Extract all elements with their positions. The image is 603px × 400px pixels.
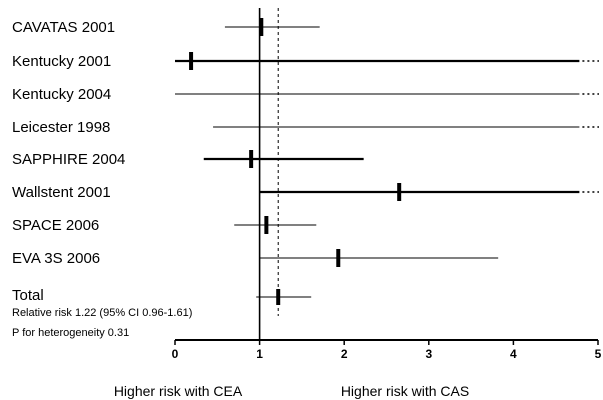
x-tick-label: 4 xyxy=(510,347,517,361)
study-label: SPACE 2006 xyxy=(12,217,99,234)
study-label: EVA 3S 2006 xyxy=(12,250,100,267)
pooled-point-estimate xyxy=(276,289,281,305)
point-estimate xyxy=(249,150,254,168)
point-estimate xyxy=(397,183,402,201)
total-label: Total xyxy=(12,287,44,304)
study-label: Kentucky 2004 xyxy=(12,86,111,103)
point-estimate xyxy=(189,52,194,70)
pooled-summary: Relative risk 1.22 (95% CI 0.96-1.61) xyxy=(12,307,192,319)
study-label: Wallstent 2001 xyxy=(12,184,111,201)
study-label: SAPPHIRE 2004 xyxy=(12,151,125,168)
point-estimate xyxy=(336,249,341,267)
study-label: Kentucky 2001 xyxy=(12,53,111,70)
point-estimate xyxy=(264,216,269,234)
point-estimate xyxy=(259,18,264,36)
x-tick-label: 2 xyxy=(341,347,348,361)
study-label: CAVATAS 2001 xyxy=(12,19,115,36)
direction-label-right: Higher risk with CAS xyxy=(341,383,469,399)
direction-label-left: Higher risk with CEA xyxy=(114,383,243,399)
heterogeneity-text: P for heterogeneity 0.31 xyxy=(12,327,129,339)
x-tick-label: 0 xyxy=(172,347,179,361)
study-label: Leicester 1998 xyxy=(12,119,110,136)
x-tick-label: 5 xyxy=(595,347,602,361)
x-tick-label: 1 xyxy=(256,347,263,361)
x-tick-label: 3 xyxy=(425,347,432,361)
